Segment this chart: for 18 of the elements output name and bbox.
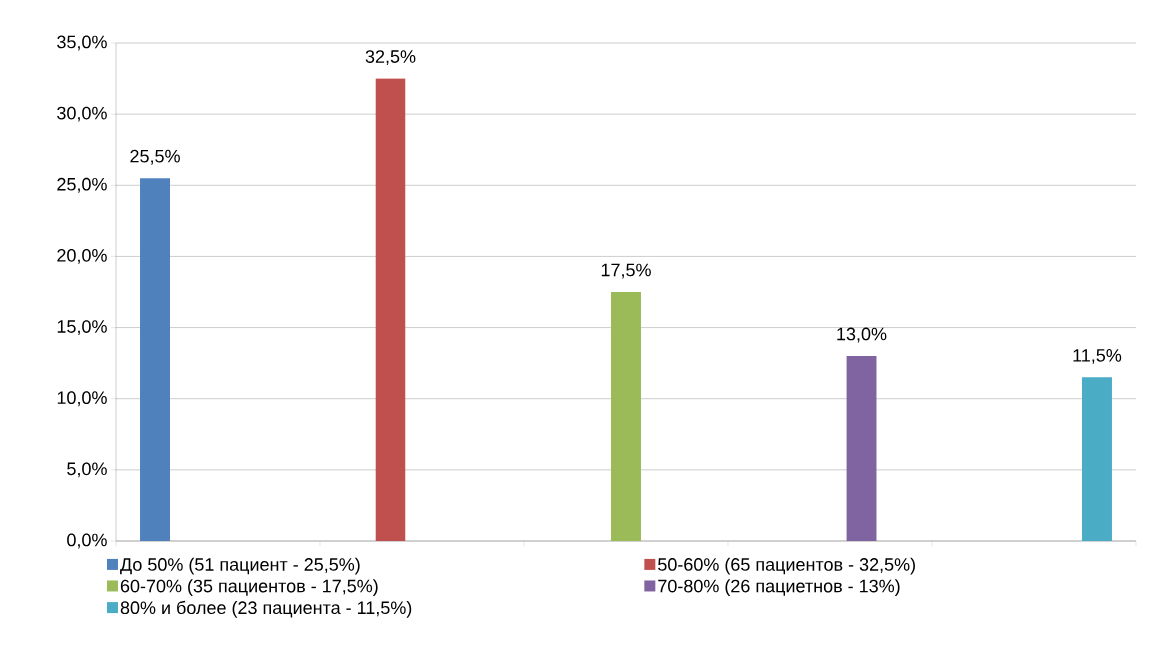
data-label: 32,5% (365, 50, 416, 66)
legend-label: До 50% (51 пациент - 25,5%) (120, 557, 360, 575)
data-label: 11,5% (1073, 349, 1122, 364)
y-tick-label: 0,0% (67, 533, 107, 549)
legend-label: 50-60% (65 пациентов - 32,5%) (658, 557, 915, 575)
data-label: 25,5% (130, 149, 180, 165)
legend-label: 70-80% (26 пациетнов - 13%) (658, 579, 900, 596)
data-label: 17,5% (601, 263, 651, 279)
y-tick-label: 5,0% (67, 462, 107, 478)
y-tick-label: 35,0% (57, 35, 107, 51)
legend-label: 80% и более (23 пациента - 11,5%) (120, 600, 412, 618)
legend-label: 60-70% (35 пациентов - 17,5%) (120, 579, 378, 596)
y-tick-label: 20,0% (57, 248, 107, 264)
y-tick-label: 25,0% (57, 177, 107, 193)
y-tick-label: 10,0% (57, 391, 107, 407)
y-tick-label: 15,0% (57, 320, 107, 336)
y-tick-label: 30,0% (57, 106, 107, 122)
data-label: 13,0% (837, 327, 887, 343)
